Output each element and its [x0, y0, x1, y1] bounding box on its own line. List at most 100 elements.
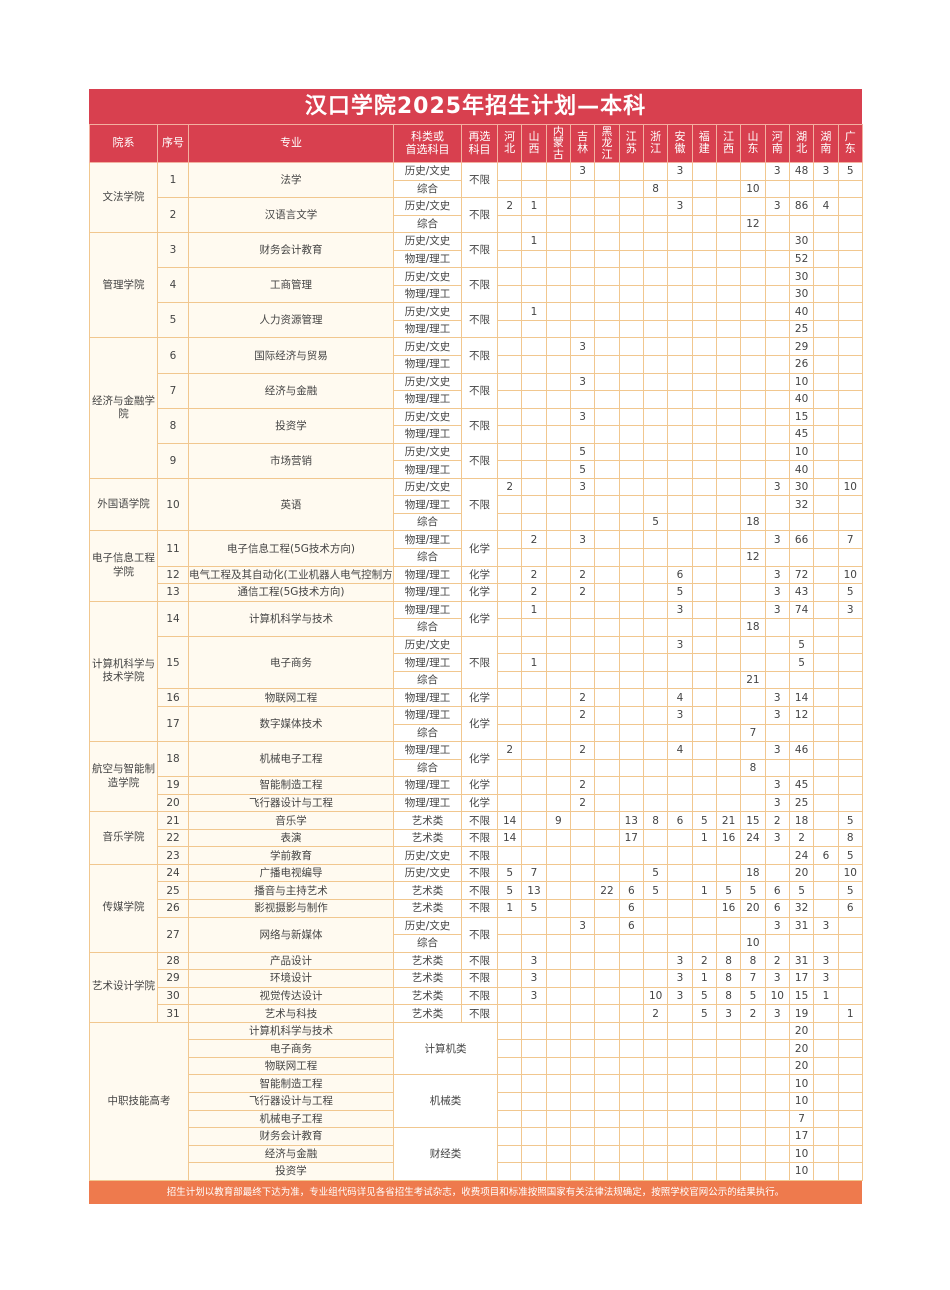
- plan-row: 综合 12: [90, 548, 863, 567]
- quota-cell: 2: [521, 565, 547, 585]
- quota-cell: [545, 863, 571, 883]
- quota-cell: [813, 477, 839, 497]
- quota-cell: [569, 495, 596, 514]
- quota-cell: 46: [788, 741, 815, 760]
- elective: 不限: [461, 828, 498, 848]
- quota-cell: [521, 1144, 547, 1164]
- quota-cell: [496, 179, 523, 199]
- plan-row: 综合 21: [90, 670, 863, 690]
- major-no: 31: [157, 1004, 189, 1023]
- quota-cell: [715, 179, 742, 199]
- plan-row: 艺术设计学院 28 产品设计 艺术类 不限 3 3 2 8 8 2 31 3: [89, 951, 863, 1023]
- quota-cell: [594, 179, 620, 199]
- quota-cell: 5: [691, 811, 717, 830]
- quota-cell: [667, 355, 693, 374]
- subject: 综合: [393, 723, 462, 743]
- elective: 不限: [461, 1004, 498, 1023]
- quota-cell: [740, 390, 766, 409]
- quota-cell: [667, 846, 693, 865]
- major-name: 电气工程及其自动化(工业机器人电气控制方向): [188, 565, 394, 585]
- quota-cell: 86: [788, 197, 815, 216]
- plan-row: 物理/理工 26: [90, 355, 863, 374]
- major-name: 人力资源管理: [188, 302, 394, 339]
- quota-cell: 3: [667, 197, 693, 216]
- quota-cell: 15: [788, 407, 815, 427]
- quota-cell: 12: [740, 548, 766, 567]
- quota-cell: [764, 635, 790, 655]
- quota-cell: [496, 267, 523, 286]
- quota-cell: [496, 1162, 523, 1181]
- quota-cell: 4: [667, 741, 693, 760]
- quota-cell: [740, 407, 766, 427]
- quota-cell: [594, 442, 620, 462]
- quota-cell: [764, 249, 790, 269]
- quota-cell: [691, 741, 717, 760]
- major-name: 投资学: [188, 1162, 394, 1181]
- quota-cell: [642, 162, 669, 181]
- plan-row: 2 汉语言文学 历史/文史 不限 2 1 3 3 86 4: [90, 197, 863, 234]
- quota-cell: [594, 407, 620, 427]
- quota-cell: [618, 688, 644, 707]
- quota-cell: 25: [788, 319, 815, 339]
- plan-row: 物理/理工 25: [90, 319, 863, 339]
- quota-cell: 17: [788, 1127, 815, 1146]
- quota-cell: [788, 670, 815, 690]
- plan-row: 综合 7: [90, 723, 863, 743]
- quota-cell: [496, 758, 523, 778]
- quota-cell: [740, 793, 766, 813]
- quota-cell: [837, 1091, 863, 1111]
- quota-cell: [642, 600, 669, 620]
- plan-row: 外国语学院 10 英语 历史/文史 不限 2 3 3 30 10: [89, 477, 863, 532]
- quota-cell: [837, 302, 863, 321]
- plan-row: 物理/理工 5 40: [90, 460, 863, 479]
- quota-cell: [521, 705, 547, 725]
- quota-cell: [667, 618, 693, 637]
- quota-cell: [594, 284, 620, 304]
- quota-cell: [740, 916, 766, 936]
- quota-cell: [715, 390, 742, 409]
- quota-cell: [642, 407, 669, 427]
- quota-cell: [813, 530, 839, 550]
- quota-cell: [740, 302, 766, 321]
- quota-cell: [715, 635, 742, 655]
- quota-cell: [642, 530, 669, 550]
- quota-cell: [740, 319, 766, 339]
- quota-cell: [545, 512, 571, 532]
- major-name: 机械电子工程: [188, 1109, 394, 1129]
- quota-cell: [642, 284, 669, 304]
- dept-name: 经济与金融学院: [89, 337, 158, 479]
- quota-cell: 18: [740, 512, 766, 532]
- quota-cell: [594, 302, 620, 321]
- subject: 历史/文史: [393, 267, 462, 286]
- quota-cell: 3: [813, 162, 839, 181]
- quota-cell: [496, 793, 523, 813]
- elective: 不限: [461, 986, 498, 1006]
- dept-name: 外国语学院: [89, 477, 158, 532]
- quota-cell: [764, 618, 790, 637]
- quota-cell: [715, 618, 742, 637]
- quota-cell: [594, 635, 620, 655]
- plan-row: 电子商务 20: [90, 1039, 863, 1058]
- quota-cell: [813, 214, 839, 234]
- quota-cell: [618, 442, 644, 462]
- quota-cell: [837, 460, 863, 479]
- quota-cell: [691, 530, 717, 550]
- quota-cell: [545, 302, 571, 321]
- quota-cell: [594, 512, 620, 532]
- elective: 不限: [461, 881, 498, 900]
- quota-cell: 10: [740, 179, 766, 199]
- quota-cell: [496, 565, 523, 585]
- quota-cell: [569, 214, 596, 234]
- major-no: 19: [157, 776, 189, 795]
- dept-name: 计算机科学与技术学院: [89, 600, 158, 743]
- quota-cell: [618, 1056, 644, 1076]
- quota-cell: 5: [642, 881, 669, 900]
- quota-cell: 5: [642, 863, 669, 883]
- subject: 综合: [393, 548, 462, 567]
- quota-cell: [496, 986, 523, 1006]
- category: 计算机类: [393, 1021, 498, 1076]
- quota-cell: [496, 548, 523, 567]
- quota-cell: 2: [691, 951, 717, 971]
- quota-cell: [594, 390, 620, 409]
- quota-cell: 2: [521, 583, 547, 602]
